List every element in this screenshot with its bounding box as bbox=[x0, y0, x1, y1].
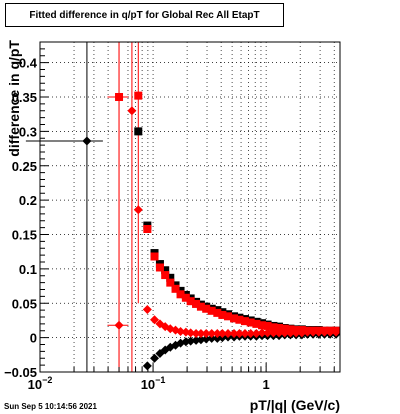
y-tick-label: 0.15 bbox=[12, 228, 37, 243]
data-point-diamond bbox=[297, 328, 307, 338]
plot-background bbox=[40, 42, 340, 372]
y-tick-label: 0 bbox=[30, 331, 37, 346]
data-point-diamond bbox=[133, 205, 143, 215]
data-point-square bbox=[213, 308, 222, 317]
data-point-square bbox=[235, 315, 244, 324]
data-point-diamond bbox=[186, 336, 196, 346]
data-point-square bbox=[263, 321, 272, 330]
x-tick-label: 1 bbox=[263, 377, 270, 392]
data-point-diamond bbox=[263, 328, 273, 338]
data-point-diamond bbox=[207, 333, 217, 343]
y-tick-label: 0.1 bbox=[19, 262, 37, 277]
y-tick-label: 0.3 bbox=[19, 124, 37, 139]
data-point-diamond bbox=[229, 329, 239, 338]
data-point-square bbox=[171, 284, 180, 293]
data-point-diamond bbox=[234, 329, 244, 338]
data-point-diamond bbox=[150, 315, 160, 325]
data-point-diamond bbox=[82, 136, 92, 146]
y-axis-title: difference in q/pT bbox=[6, 40, 22, 157]
data-point-square bbox=[224, 312, 233, 321]
data-point-diamond bbox=[142, 304, 152, 314]
data-point-square bbox=[252, 319, 261, 328]
data-point-square bbox=[115, 93, 124, 101]
data-point-diamond bbox=[285, 328, 295, 338]
data-point-square bbox=[202, 304, 211, 313]
y-tick-label: 0.4 bbox=[19, 56, 38, 71]
data-point-square bbox=[218, 310, 227, 319]
data-point-square bbox=[143, 225, 152, 233]
data-point-square bbox=[166, 273, 175, 282]
data-point-square bbox=[155, 263, 164, 272]
data-point-diamond bbox=[217, 329, 227, 338]
data-point-square bbox=[196, 302, 205, 311]
timestamp: Sun Sep 5 10:14:56 2021 bbox=[4, 402, 97, 411]
y-tick-label: −0.05 bbox=[4, 365, 37, 380]
data-point-diamond bbox=[176, 326, 186, 336]
data-point-diamond bbox=[127, 106, 137, 116]
data-point-diamond bbox=[268, 328, 278, 338]
data-point-diamond bbox=[196, 329, 206, 338]
data-point-diamond bbox=[114, 320, 124, 330]
x-axis-title: pT/|q| (GeV/c) bbox=[250, 397, 340, 413]
data-point-diamond bbox=[274, 328, 284, 338]
data-point-diamond bbox=[246, 329, 256, 338]
data-point-square bbox=[240, 317, 249, 326]
data-point-square bbox=[186, 297, 195, 306]
data-point-square bbox=[192, 299, 201, 308]
data-point-diamond bbox=[257, 328, 267, 338]
y-tick-label: 0.35 bbox=[12, 90, 37, 105]
data-point-diamond bbox=[212, 329, 222, 338]
chart-title: Fitted difference in q/pT for Global Rec… bbox=[5, 3, 284, 27]
data-point-square bbox=[275, 324, 284, 332]
data-point-square bbox=[258, 321, 267, 330]
data-point-square bbox=[166, 278, 175, 287]
data-point-diamond bbox=[251, 329, 261, 338]
data-point-diamond bbox=[207, 329, 217, 338]
data-point-square bbox=[207, 306, 216, 315]
data-point-diamond bbox=[302, 327, 312, 337]
x-tick-label: 10−1 bbox=[141, 375, 166, 392]
data-point-diamond bbox=[201, 329, 211, 338]
data-point-diamond bbox=[314, 327, 324, 337]
data-point-square bbox=[134, 91, 143, 100]
data-point-diamond bbox=[280, 328, 290, 338]
data-point-diamond bbox=[291, 328, 301, 338]
data-point-diamond bbox=[191, 329, 201, 338]
data-point-diamond bbox=[142, 361, 152, 371]
data-point-square bbox=[269, 323, 278, 332]
data-point-square bbox=[161, 271, 170, 280]
data-point-diamond bbox=[186, 328, 196, 338]
y-tick-label: 0.25 bbox=[12, 159, 37, 174]
data-point-square bbox=[181, 293, 190, 302]
data-point-diamond bbox=[196, 335, 206, 345]
data-point-diamond bbox=[223, 329, 233, 338]
x-tick-label: 10−2 bbox=[28, 375, 53, 392]
data-point-diamond bbox=[319, 327, 329, 337]
data-point-square bbox=[161, 266, 170, 275]
y-tick-label: 0.2 bbox=[19, 193, 37, 208]
data-point-diamond bbox=[201, 334, 211, 344]
data-point-square bbox=[134, 127, 143, 136]
data-point-diamond bbox=[331, 327, 341, 337]
data-point-square bbox=[230, 314, 239, 323]
data-point-diamond bbox=[240, 329, 250, 338]
data-point-diamond bbox=[308, 327, 318, 337]
data-point-square bbox=[246, 318, 255, 327]
data-point-diamond bbox=[325, 327, 335, 337]
data-point-square bbox=[150, 252, 159, 261]
data-point-square bbox=[176, 290, 185, 299]
data-point-diamond bbox=[150, 353, 160, 363]
y-tick-label: 0.05 bbox=[12, 296, 37, 311]
